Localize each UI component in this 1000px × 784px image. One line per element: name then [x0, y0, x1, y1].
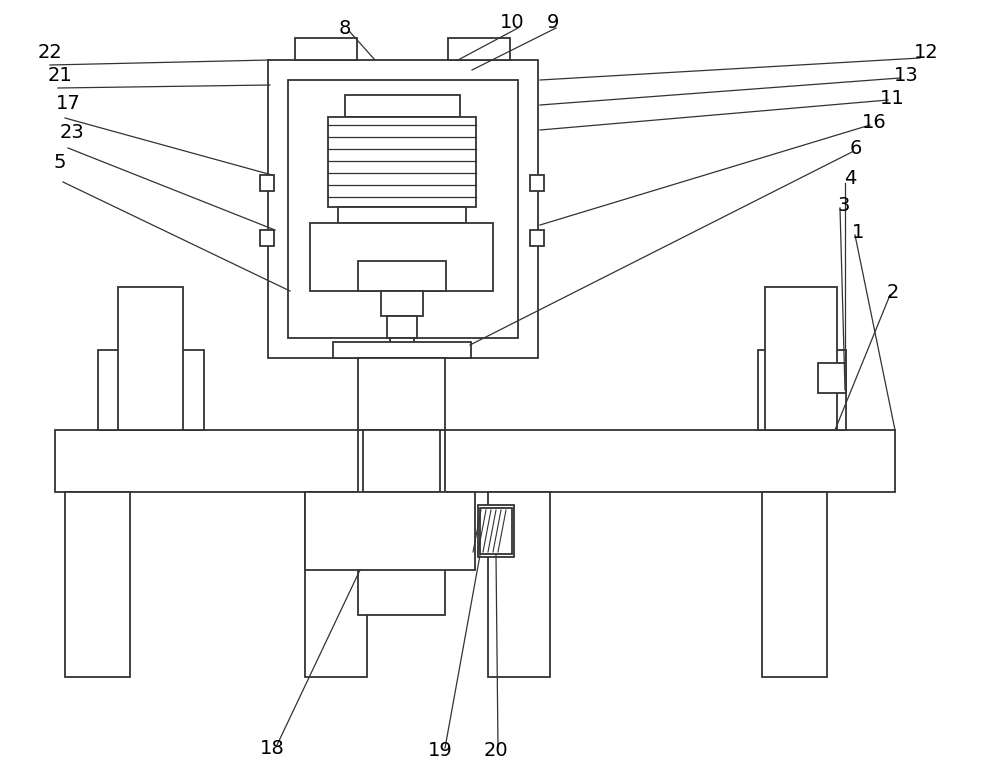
Bar [100, 352, 202, 430]
Bar [390, 338, 414, 350]
Bar [333, 342, 471, 358]
Bar [358, 430, 445, 615]
Text: 13: 13 [894, 66, 918, 85]
Text: 4: 4 [844, 169, 856, 187]
Bar [358, 261, 446, 291]
Bar [305, 492, 475, 570]
Text: 20: 20 [484, 741, 508, 760]
Bar [758, 350, 846, 430]
Text: 2: 2 [887, 282, 899, 302]
Text: 5: 5 [54, 153, 66, 172]
Bar [328, 117, 476, 207]
Bar [363, 430, 440, 492]
Text: 10: 10 [500, 13, 524, 31]
Bar [765, 287, 837, 430]
Bar [98, 350, 204, 430]
Text: 17: 17 [56, 93, 80, 112]
Bar [345, 95, 460, 117]
Bar [478, 505, 514, 557]
Text: 22: 22 [38, 42, 62, 61]
Text: 21: 21 [48, 66, 72, 85]
Text: 9: 9 [547, 13, 559, 31]
Bar [268, 60, 538, 358]
Text: 18: 18 [260, 739, 284, 757]
Text: 3: 3 [838, 195, 850, 215]
Bar [305, 492, 367, 677]
Text: 6: 6 [850, 139, 862, 158]
Text: 23: 23 [60, 122, 84, 141]
Text: 11: 11 [880, 89, 904, 107]
Bar [100, 368, 202, 430]
Text: 12: 12 [914, 42, 938, 61]
Bar [65, 492, 130, 677]
Bar [387, 316, 417, 338]
Bar [55, 430, 895, 492]
Bar [480, 508, 512, 554]
Bar [310, 223, 493, 291]
Bar [762, 492, 827, 677]
Bar [118, 287, 183, 430]
Bar [358, 358, 445, 430]
Bar [381, 291, 423, 316]
Bar [288, 80, 518, 338]
Text: 8: 8 [339, 19, 351, 38]
Bar [530, 175, 544, 191]
Bar [448, 38, 510, 60]
Text: 19: 19 [428, 741, 452, 760]
Bar [530, 230, 544, 246]
Bar [488, 492, 550, 677]
Bar [818, 363, 846, 393]
Bar [260, 230, 274, 246]
Text: 1: 1 [852, 223, 864, 241]
Bar [260, 175, 274, 191]
Text: 16: 16 [862, 112, 886, 132]
Bar [295, 38, 357, 60]
Bar [338, 207, 466, 223]
